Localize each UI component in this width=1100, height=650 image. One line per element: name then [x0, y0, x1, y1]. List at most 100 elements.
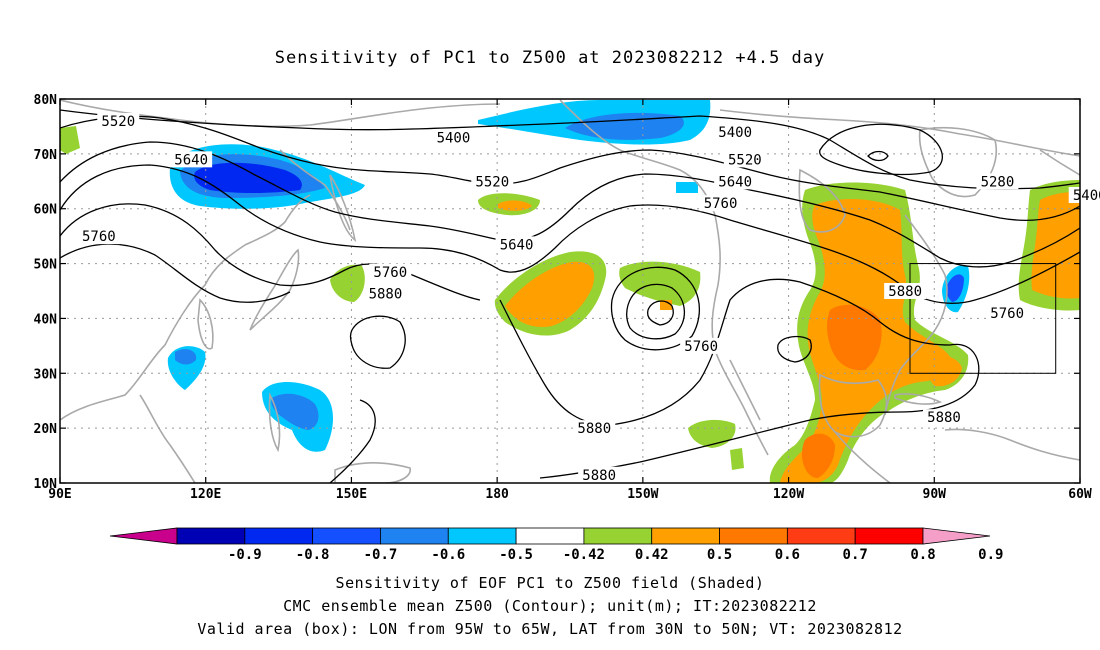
coast-newguinea	[334, 462, 411, 483]
contour-label-bg	[1068, 187, 1100, 203]
positive-shade-japan	[330, 264, 365, 302]
x-tick-label: 90W	[923, 487, 947, 502]
colorbar-label: 0.8	[910, 547, 935, 563]
contour-label: 5880	[582, 468, 616, 484]
y-tick-label: 70N	[34, 148, 58, 163]
coast-europe	[1039, 149, 1080, 176]
contour-label-bg	[923, 409, 965, 426]
contour-5880-south	[329, 399, 376, 483]
colorbar-swatch	[583, 527, 653, 545]
contour-label-bg	[364, 285, 407, 302]
coast-indochina	[139, 394, 196, 483]
contour-label: 5640	[174, 152, 208, 168]
colorbar-label: 0.5	[707, 547, 732, 563]
colorbar-label: -0.8	[296, 547, 330, 563]
positive-shade-gulf	[802, 433, 835, 478]
colorbar-label: 0.7	[843, 547, 868, 563]
contour-5280-low	[819, 123, 943, 176]
positive-shade-kamchatka	[60, 126, 80, 154]
plot-title: Sensitivity of PC1 to Z500 at 2023082212…	[274, 48, 826, 68]
contour-label-bg	[976, 173, 1019, 190]
y-tick-label: 30N	[34, 367, 58, 382]
colorbar-label: -0.7	[364, 547, 398, 563]
valid-area-box	[909, 263, 1057, 374]
positive-shade-npac-core	[505, 261, 595, 328]
contour-5280-inner	[867, 150, 889, 162]
positive-shade-mexico	[730, 448, 744, 470]
contour-5760-low-mid	[626, 283, 686, 340]
contour-5880-high	[349, 315, 406, 369]
colorbar-swatch	[786, 527, 856, 545]
contour-label: 5880	[369, 287, 403, 303]
contour-5880-mid	[60, 243, 291, 303]
coast-gulf-of-mexico	[818, 373, 888, 438]
y-tick-label: 80N	[34, 93, 58, 108]
x-tick-label: 150E	[336, 487, 367, 502]
plot-frame	[59, 98, 1081, 484]
contour-label-bg	[77, 228, 120, 245]
contour-label: 5520	[101, 114, 135, 130]
positive-shade-aleutian-core	[498, 200, 532, 211]
y-tick-label: 10N	[34, 477, 58, 492]
contour-label-bg	[714, 123, 757, 140]
contour-label-bg	[471, 173, 514, 190]
x-tick-label: 180	[485, 487, 509, 502]
negative-shade-china-core	[175, 349, 197, 365]
coast-na-arctic	[719, 109, 1080, 157]
coast-greenland	[918, 126, 998, 198]
contour-label-bg	[680, 337, 723, 354]
colorbar-swatch	[244, 527, 314, 545]
colorbar-label: 0.42	[635, 547, 669, 563]
axis-ticks: 90E 120E 150E 180 150W 120W 90W 60W 80N 70N 60N 50N…	[34, 93, 1092, 502]
coast-japan	[249, 248, 300, 331]
coast-baja	[729, 359, 761, 421]
positive-shade-epac	[688, 419, 736, 448]
contour-label: 5760	[82, 229, 116, 245]
contour-label: 5760	[373, 265, 407, 281]
contour-5760-low-inner	[646, 300, 674, 326]
positive-shade-namerica-inner	[827, 304, 882, 371]
contour-5880-west	[60, 203, 481, 301]
contour-5760-low-outer	[610, 266, 700, 351]
contour-label: 5760	[704, 196, 738, 212]
colorbar-label: -0.9	[228, 547, 262, 563]
x-tick-label: 90E	[48, 487, 71, 502]
caption-valid-area: Valid area (box): LON from 95W to 65W, L…	[197, 620, 903, 638]
contour-label: 5880	[927, 410, 961, 426]
x-tick-label: 60W	[1068, 487, 1092, 502]
x-tick-label: 150W	[627, 487, 658, 502]
coast-philippines	[268, 392, 281, 453]
positive-shade-atlantic-blob	[926, 355, 962, 387]
contour-label-bg	[714, 173, 757, 190]
contour-label-bg	[884, 283, 927, 299]
y-tick-label: 20N	[34, 422, 58, 437]
contour-label-bg	[578, 466, 621, 483]
contour-label-bg	[699, 195, 742, 212]
colorbar-swatch	[312, 527, 381, 545]
caption-shaded: Sensitivity of EOF PC1 to Z500 field (Sh…	[335, 574, 765, 592]
contour-label: 5640	[718, 174, 752, 190]
contour-label-bg	[495, 236, 538, 253]
colorbar-swatch	[719, 527, 788, 545]
colorbar-label: -0.6	[431, 547, 465, 563]
coast-central-america	[834, 431, 891, 483]
contour-label: 5400	[718, 125, 752, 141]
coast-caribbean	[944, 428, 1080, 461]
colorbar: -0.9 -0.8 -0.7 -0.6 -0.5 -0.42 0.42 0.5 0.6 0.7 0.…	[109, 527, 1003, 563]
contour-label: 5880	[577, 421, 611, 437]
y-tick-label: 50N	[34, 258, 58, 273]
negative-shade-alaska	[676, 182, 698, 193]
sensitivity-shading	[60, 100, 1080, 483]
colorbar-swatch	[380, 527, 449, 545]
contour-labels: 5520 5400 5400 5640 5520 5520 5640 5280 5400 5760…	[77, 112, 1100, 484]
contour-5520-west	[60, 115, 1080, 221]
coast-okhotsk	[279, 149, 351, 231]
negative-shade-newfoundland-core	[946, 274, 964, 302]
contour-5400-north	[60, 109, 1080, 190]
colorbar-label: -0.5	[499, 547, 533, 563]
contour-label: 5880	[888, 284, 922, 300]
contour-label-bg	[170, 151, 213, 168]
colorbar-label: 0.9	[978, 547, 1003, 563]
colorbar-swatch	[447, 527, 517, 545]
